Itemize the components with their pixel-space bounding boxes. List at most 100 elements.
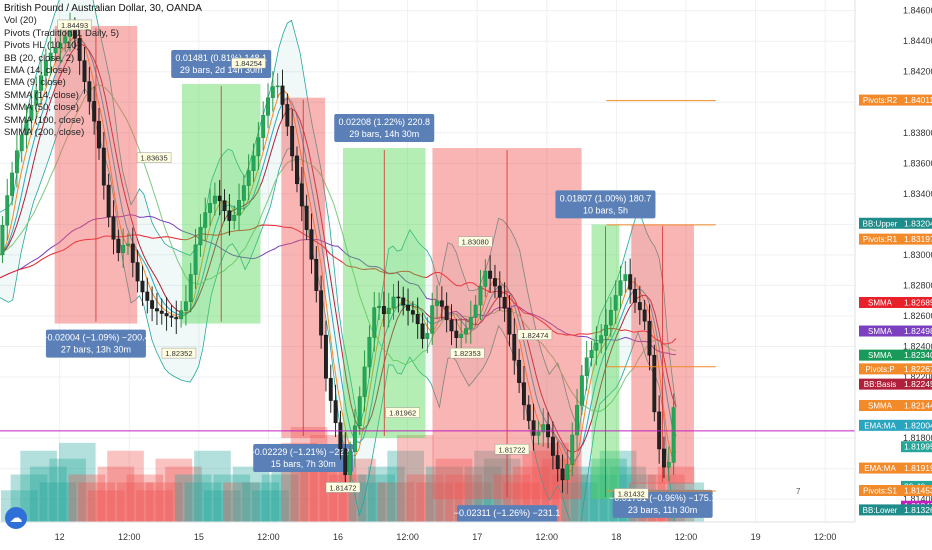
price-axis-tag: EMA:MA 1.81919 [859,462,932,474]
legend-item-smma200[interactable]: SMMA (200, close) [4,127,85,139]
price-axis-tag-name-bg [859,363,901,375]
candle-body [633,289,637,303]
candle-body [618,280,623,296]
candle-body [343,448,348,475]
candle-body [237,200,241,216]
candle-body [352,425,357,453]
price-axis-tag: BB:Lower 1.81326 [859,504,932,516]
position-label: 0.01807 (1.00%) 180.7 10 bars, 5h [555,190,656,219]
candle-body [10,172,15,196]
price-axis-tag-value-bg [901,441,932,453]
price-axis-tag-name-bg [859,217,901,229]
volume-bar [20,450,57,522]
candle-body [425,333,430,339]
legend-item-vol[interactable]: Vol (20) [4,15,37,27]
pivot-hl-label: 1.82352 [161,347,197,359]
position-label: −0.02004 (−1.09%) −200.4 27 bars, 13h 30m [42,329,150,358]
price-axis-tag-value: 1.81326 [904,505,932,515]
legend-item-smma14[interactable]: SMMA (14, close) [4,89,79,101]
volume-bar [396,434,434,522]
price-axis-tag-value: 1.81995 [904,442,932,452]
candle-body [34,90,39,106]
time-tick-label: 19 [751,532,761,542]
pivot-hl-label: 1.81962 [385,407,420,418]
smma-14-line [0,43,677,453]
pivot-hl-label-bg [161,347,197,359]
candle-body [488,270,493,279]
position-label-text: 0.02208 (1.22%) 220.8 [338,117,430,127]
volume-bar [165,466,202,522]
volume-bar [58,442,96,522]
candle-body [367,337,372,368]
pivot-hl-label-text: 1.81722 [498,445,525,454]
candle-body [270,86,275,98]
price-axis-tag: Pivots:R2 1.84011 [859,94,932,106]
pivot-hl-label: 1.84493 [57,19,92,31]
price-axis-tag: SMMA 1.82340 [859,349,932,361]
candle-body [584,357,589,376]
price-axis-tag-name-bg [859,378,901,390]
candle-body [82,60,87,82]
position-label-text: 0.01481 (0.81%) 148.1 [175,53,267,63]
candle-body [613,295,618,311]
time-tick-label: 12:00 [814,532,837,542]
candle-body [362,366,367,397]
legend-item-smma100[interactable]: SMMA (100, close) [4,114,85,126]
price-tick-label: 1.83400 [903,189,932,199]
price-axis-tag-name-bg [859,349,901,361]
candle-body [203,212,208,228]
volume-bar [116,482,154,522]
price-axis-tag-name: SMMA [868,351,893,360]
candle-body [14,150,19,174]
legend-item-pivots-hl[interactable]: Pivots HL (10, 10) [4,40,80,52]
pivot-hl-label: 1.83635 [136,152,172,163]
candle-body [227,210,232,221]
candle-body [531,420,536,436]
legend-item-ema14[interactable]: EMA (14, close) [4,65,72,77]
position-label-bg [334,114,435,143]
price-axis-tag-name: EMA:MA [864,421,896,430]
price-tick-label: 1.84200 [903,67,932,77]
volume-bar [425,466,463,522]
price-axis-tag-value-bg [901,378,932,390]
smma-100-line [0,214,677,356]
pivot-hl-label-bg [136,152,172,163]
legend-item-pivots[interactable]: Pivots (Traditional, Daily, 5) [4,27,120,39]
price-axis-tag-value-bg [901,325,932,337]
candle-body [386,307,391,315]
time-tick-label: 12:00 [118,532,141,542]
price-axis-tag-name: EMA:MA [864,464,896,473]
pivot-hl-label-text: 1.81432 [618,490,645,499]
avatar-badge[interactable]: 7 [796,487,800,496]
tradingview-logo-icon[interactable]: ☁ [5,507,27,529]
candle-body [439,300,444,307]
candle-body [333,400,338,424]
candle-body [391,296,396,309]
candle-body [541,424,546,433]
candle-body [512,334,517,361]
price-axis-tag-value-bg [901,419,932,431]
position-label-bg [555,190,656,219]
price-axis-tag: Pivots:R1 1.83197 [859,233,932,245]
position-label-text: −0.02311 (−1.26%) −231.1 [454,508,561,518]
candle-body [246,170,251,186]
pivot-hl-label-bg [231,57,266,69]
price-axis-tag-name-bg [859,325,901,337]
candle-body [106,184,111,218]
time-tick-label: 15 [194,532,204,542]
position-label-bg [45,329,146,358]
legend-item-bb[interactable]: BB (20, close, 2) [4,52,75,64]
price-tick-label: 1.84400 [903,36,932,46]
volume-bar [107,450,144,522]
candle-body [604,324,608,336]
pivot-hl-label-text: 1.81472 [329,483,356,492]
legend-item-smma50[interactable]: SMMA (50, close) [4,102,79,114]
position-label-text: −0.02004 (−1.09%) −200.4 [42,333,149,343]
legend-item-ema9[interactable]: EMA (9, close) [4,77,66,89]
price-axis-tag-name: BB:Upper [863,219,898,228]
candle-body [328,378,333,401]
candle-body [550,436,555,456]
volume-bar [87,490,125,522]
price-axis-tag-value-bg [901,462,932,474]
